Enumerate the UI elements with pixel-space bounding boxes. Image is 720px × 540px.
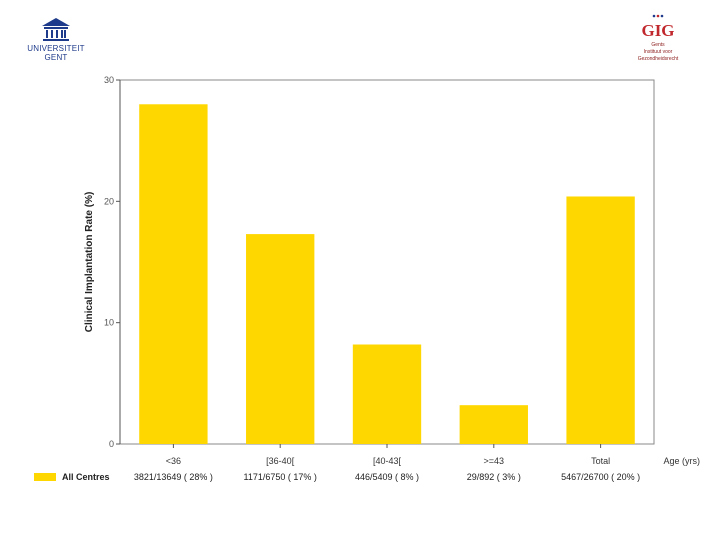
category-label: [36-40[ [266,456,295,466]
y-tick-label: 30 [104,75,114,85]
table-cell: 446/5409 ( 8% ) [355,472,419,482]
data-table-row: 3821/13649 ( 28% ) 1171/6750 ( 17% ) 446/5… [134,472,640,482]
bar [459,405,528,444]
table-cell: 29/892 ( 3% ) [467,472,521,482]
y-axis-label: Clinical Implantation Rate (%) [84,192,95,333]
y-ticks: 0 10 20 30 [104,75,120,449]
bars [139,104,635,445]
gig-line-1: Gents [651,42,665,48]
y-tick-label: 0 [109,439,114,449]
ugent-name: UNIVERSITEIT [27,44,85,53]
gig-logo: GIG Gents Instituut voor Gezondheidsrech… [630,12,686,66]
university-building-icon [42,18,70,41]
category-label: >=43 [484,456,505,466]
category-label: [40-43[ [373,456,402,466]
table-cell: 1171/6750 ( 17% ) [244,472,317,482]
y-tick-label: 20 [104,196,114,206]
bar [246,234,315,444]
table-cell: 3821/13649 ( 28% ) [134,472,213,482]
ugent-city: GENT [44,53,68,62]
x-axis-label: Age (yrs) [663,456,700,466]
gig-line-3: Gezondheidsrecht [637,56,679,62]
y-tick-label: 10 [104,318,114,328]
gig-line-2: Instituut voor [643,49,673,55]
bar [566,196,635,444]
legend-label: All Centres [62,472,110,482]
category-label: <36 [166,456,181,466]
gig-mark: GIG [641,21,674,38]
category-label: Total [591,456,610,466]
ugent-logo: UNIVERSITEIT GENT [26,16,86,64]
table-cell: 5467/26700 ( 20% ) [561,472,640,482]
bar [139,104,208,445]
gig-mark-icon: GIG [641,14,675,40]
bar [352,344,422,444]
legend-swatch [34,473,56,481]
category-labels: <36 [36-40[ [40-43[ >=43 Total [166,444,610,466]
